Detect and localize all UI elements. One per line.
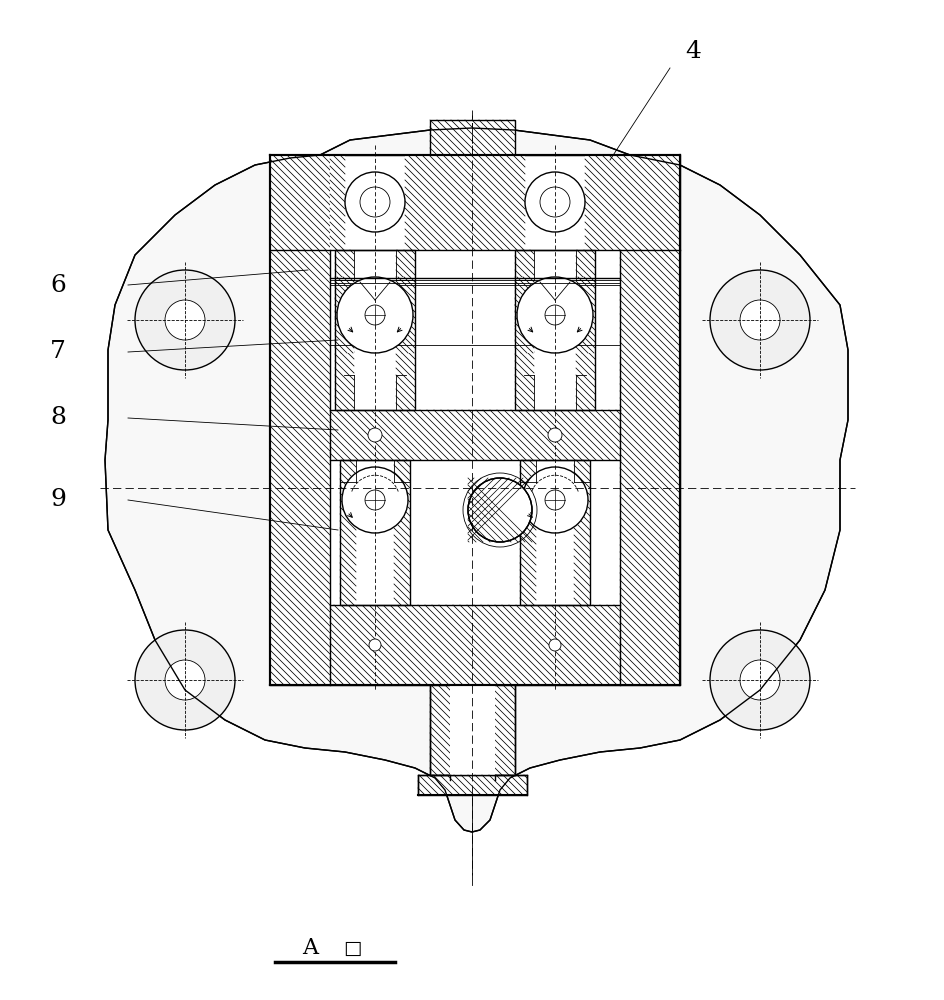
Bar <box>520 460 536 605</box>
Bar <box>335 277 354 353</box>
Circle shape <box>369 639 381 651</box>
Bar <box>515 250 534 410</box>
Bar <box>335 277 354 353</box>
Circle shape <box>548 428 562 442</box>
Bar <box>335 250 354 410</box>
Bar <box>418 775 527 795</box>
Bar <box>430 120 515 155</box>
Bar <box>270 250 330 685</box>
Bar <box>620 155 680 250</box>
Bar <box>270 155 330 250</box>
Circle shape <box>740 300 780 340</box>
Polygon shape <box>105 128 848 832</box>
Bar <box>585 155 620 250</box>
Bar <box>620 155 680 250</box>
Bar <box>356 460 394 605</box>
Text: 7: 7 <box>50 340 66 363</box>
Bar <box>574 460 590 605</box>
Circle shape <box>525 172 585 232</box>
Circle shape <box>345 172 405 232</box>
Bar <box>620 250 680 685</box>
Circle shape <box>545 305 565 325</box>
Bar <box>396 250 415 410</box>
Text: □: □ <box>343 938 362 958</box>
Bar <box>405 155 525 250</box>
Bar <box>330 605 620 685</box>
Bar <box>330 410 620 460</box>
Bar <box>515 277 534 353</box>
Bar <box>270 155 330 250</box>
Bar <box>394 460 410 605</box>
Bar <box>340 460 410 605</box>
Text: 6: 6 <box>50 273 66 296</box>
Bar <box>515 250 534 410</box>
Bar <box>340 460 356 605</box>
Bar <box>396 277 415 353</box>
Bar <box>450 685 495 775</box>
Bar <box>270 155 680 685</box>
Bar <box>576 277 595 353</box>
Bar <box>405 155 525 250</box>
Bar <box>340 460 356 605</box>
Bar <box>330 410 620 460</box>
Bar <box>620 250 680 685</box>
Circle shape <box>365 305 385 325</box>
Circle shape <box>337 277 413 353</box>
Text: A: A <box>302 937 318 959</box>
Circle shape <box>468 478 532 542</box>
Circle shape <box>342 467 408 533</box>
Circle shape <box>710 270 810 370</box>
Circle shape <box>365 490 385 510</box>
Bar <box>330 155 345 250</box>
Bar <box>534 250 576 410</box>
Bar <box>270 250 330 685</box>
Bar <box>354 250 396 410</box>
Bar <box>576 277 595 353</box>
Bar <box>394 460 410 605</box>
Bar <box>335 250 354 410</box>
Bar <box>430 685 515 775</box>
Circle shape <box>135 630 235 730</box>
Circle shape <box>740 660 780 700</box>
Bar <box>520 460 590 605</box>
Circle shape <box>545 490 565 510</box>
Circle shape <box>165 660 205 700</box>
Bar <box>576 250 595 410</box>
Circle shape <box>165 300 205 340</box>
Text: 4: 4 <box>685 40 700 64</box>
Circle shape <box>135 270 235 370</box>
Circle shape <box>368 428 382 442</box>
Circle shape <box>710 630 810 730</box>
Bar <box>574 460 590 605</box>
Bar <box>515 277 534 353</box>
Bar <box>520 460 536 605</box>
Bar <box>330 155 345 250</box>
Bar <box>576 250 595 410</box>
Circle shape <box>549 639 561 651</box>
Bar <box>335 250 415 410</box>
Text: 9: 9 <box>50 488 66 512</box>
Bar <box>396 277 415 353</box>
Circle shape <box>540 187 570 217</box>
Bar <box>396 250 415 410</box>
Bar <box>330 605 620 685</box>
Bar <box>585 155 620 250</box>
Text: 8: 8 <box>50 406 66 430</box>
Bar <box>536 460 574 605</box>
Circle shape <box>522 467 588 533</box>
Bar <box>515 250 595 410</box>
Circle shape <box>517 277 593 353</box>
Circle shape <box>360 187 390 217</box>
